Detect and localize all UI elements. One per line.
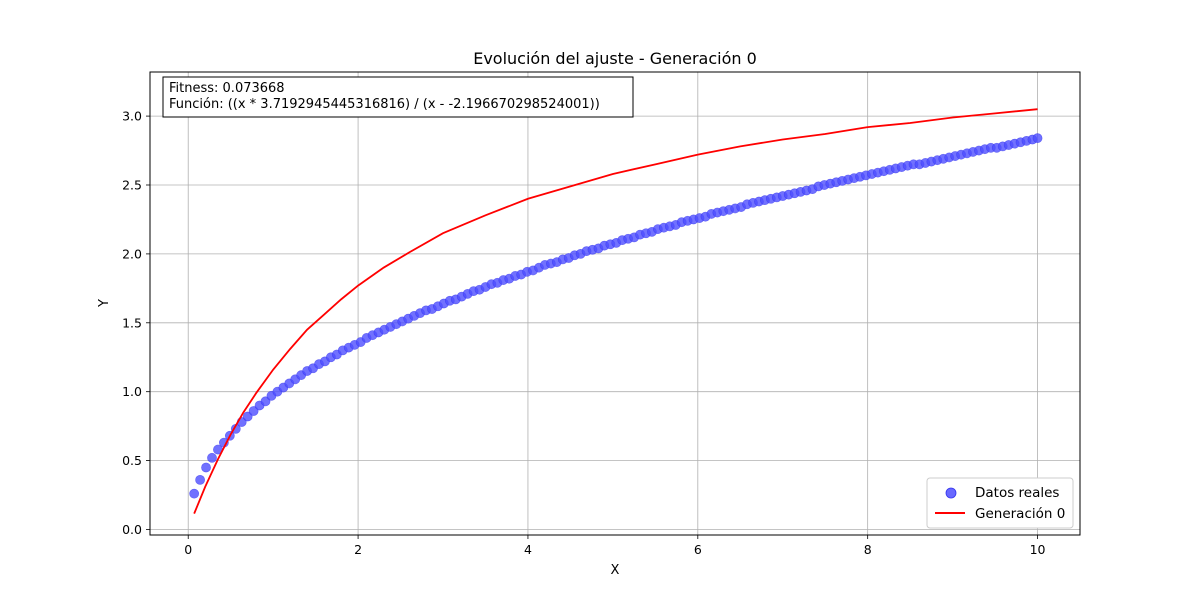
y-tick-label: 1.5 [122, 315, 142, 330]
chart-title: Evolución del ajuste - Generación 0 [473, 49, 757, 68]
grid-lines [150, 72, 1080, 535]
fit-curve-line [193, 108, 1038, 514]
axis-ticks: 0 2 4 6 8 10 0.0 0.5 1.0 1.5 2.0 2.5 3.0 [122, 109, 1045, 557]
annotation-box: Fitness: 0.073668 Función: ((x * 3.71929… [162, 76, 634, 118]
legend: Datos reales Generación 0 [926, 477, 1074, 529]
plot-area-frame [149, 71, 1081, 536]
x-tick-label: 8 [864, 542, 872, 557]
scatter-point [189, 488, 200, 499]
x-tick-label: 0 [184, 542, 192, 557]
scatter-point [1032, 133, 1043, 144]
x-axis-label: X [611, 563, 620, 578]
x-tick-label: 4 [524, 542, 532, 557]
scatter-point [201, 462, 211, 473]
x-tick-label: 2 [354, 542, 362, 557]
scatter-point [207, 452, 217, 463]
y-tick-label: 3.0 [122, 109, 142, 124]
scatter-series [189, 133, 1043, 499]
x-tick-label: 10 [1030, 542, 1046, 557]
legend-frame [926, 477, 1074, 529]
y-axis-label: Y [97, 299, 112, 308]
legend-label-datos-reales: Datos reales [975, 485, 1059, 501]
y-tick-label: 1.0 [122, 384, 142, 399]
annotation-frame [162, 76, 634, 118]
legend-label-generacion-0: Generación 0 [975, 506, 1065, 522]
y-tick-label: 2.5 [122, 177, 142, 192]
x-tick-label: 6 [694, 542, 702, 557]
y-tick-label: 0.5 [122, 453, 142, 468]
annotation-fitness: Fitness: 0.073668 [169, 81, 285, 96]
y-tick-label: 2.0 [122, 246, 142, 261]
scatter-point [195, 474, 206, 485]
line-series [193, 108, 1038, 514]
y-tick-label: 0.0 [122, 522, 142, 537]
legend-scatter-marker [945, 487, 957, 499]
annotation-function: Función: ((x * 3.7192945445316816) / (x … [169, 97, 600, 112]
